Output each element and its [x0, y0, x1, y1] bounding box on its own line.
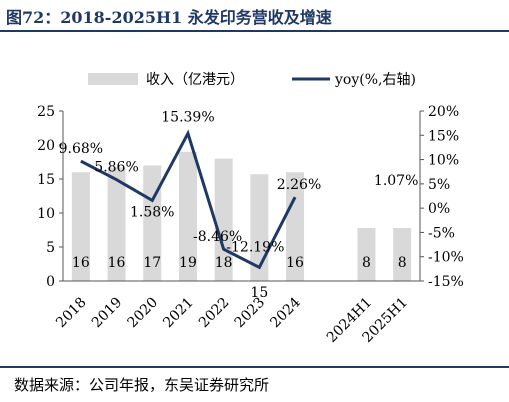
left-axis: 0 5 10 15 20 25 — [37, 104, 64, 290]
bar-labels: 16 16 17 19 18 15 16 8 8 — [72, 255, 407, 301]
right-tick-label: 20% — [428, 104, 459, 120]
figure-title: 图72：2018-2025H1 永发印务营收及增速 — [6, 8, 332, 27]
right-tick-label: 15% — [428, 128, 459, 144]
x-tick-label: 2019 — [89, 295, 126, 332]
revenue-label: 15 — [250, 285, 268, 301]
revenue-bar — [393, 227, 412, 281]
yoy-label: 1.58% — [130, 204, 174, 220]
yoy-line — [80, 129, 297, 270]
x-tick-label: 2020 — [125, 295, 162, 332]
legend-bar-swatch — [88, 73, 138, 85]
yoy-label: 9.68% — [59, 141, 103, 157]
revenue-bar — [286, 172, 305, 281]
revenue-label: 8 — [398, 255, 407, 271]
left-tick-label: 5 — [46, 240, 55, 256]
x-tick-label: 2022 — [196, 295, 233, 332]
yoy-label: 5.86% — [94, 160, 138, 176]
right-tick-label: 5% — [428, 177, 450, 193]
left-tick-label: 0 — [46, 274, 55, 290]
right-axis: -15% -10% -5% 0% 5% 10% 15% 20% — [419, 104, 464, 290]
left-tick-label: 20 — [37, 138, 55, 154]
yoy-label: -12.19% — [226, 239, 284, 255]
revenue-label: 8 — [362, 255, 371, 271]
source-rule — [0, 366, 509, 368]
legend-bar-label: 收入（亿港元） — [146, 72, 244, 88]
right-tick-label: -5% — [428, 225, 455, 241]
revenue-bar — [357, 227, 376, 281]
revenue-label: 17 — [143, 255, 161, 271]
yoy-label: 15.39% — [161, 109, 214, 125]
legend-line-label: yoy(%,右轴) — [334, 72, 416, 88]
revenue-label: 19 — [179, 255, 197, 271]
yoy-line-series — [80, 129, 297, 270]
source-note: 数据来源：公司年报，东吴证券研究所 — [14, 376, 270, 394]
left-tick-label: 10 — [37, 206, 55, 222]
revenue-chart: 收入（亿港元） yoy(%,右轴) 0 5 10 15 20 25 -15% -10% -5%… — [37, 72, 464, 346]
right-tick-label: -10% — [428, 250, 464, 266]
revenue-label: 18 — [215, 255, 233, 271]
revenue-bar — [178, 151, 197, 281]
left-tick-label: 25 — [37, 104, 55, 120]
left-tick-label: 15 — [37, 172, 55, 188]
yoy-label: 2.26% — [277, 177, 321, 193]
right-tick-label: 10% — [428, 153, 459, 169]
revenue-label: 16 — [72, 255, 90, 271]
x-tick-label: 2021 — [160, 295, 197, 332]
legend: 收入（亿港元） yoy(%,右轴) — [88, 72, 416, 88]
revenue-bar — [71, 172, 90, 281]
x-tick-label: 2018 — [53, 295, 90, 332]
x-tick-label: 2024 — [267, 294, 304, 331]
yoy-labels: 9.68% 5.86% 1.58% 15.39% -8.46%-12.19% 2.26% 1… — [59, 109, 419, 255]
title-rule — [0, 30, 509, 32]
revenue-bar — [250, 174, 269, 281]
right-tick-label: 0% — [428, 201, 450, 217]
yoy-label: 1.07% — [374, 173, 418, 189]
right-tick-label: -15% — [428, 274, 464, 290]
yoy-label: -8.46% — [193, 229, 242, 245]
revenue-bar — [107, 167, 126, 281]
revenue-label: 16 — [108, 255, 126, 271]
revenue-label: 16 — [286, 255, 304, 271]
